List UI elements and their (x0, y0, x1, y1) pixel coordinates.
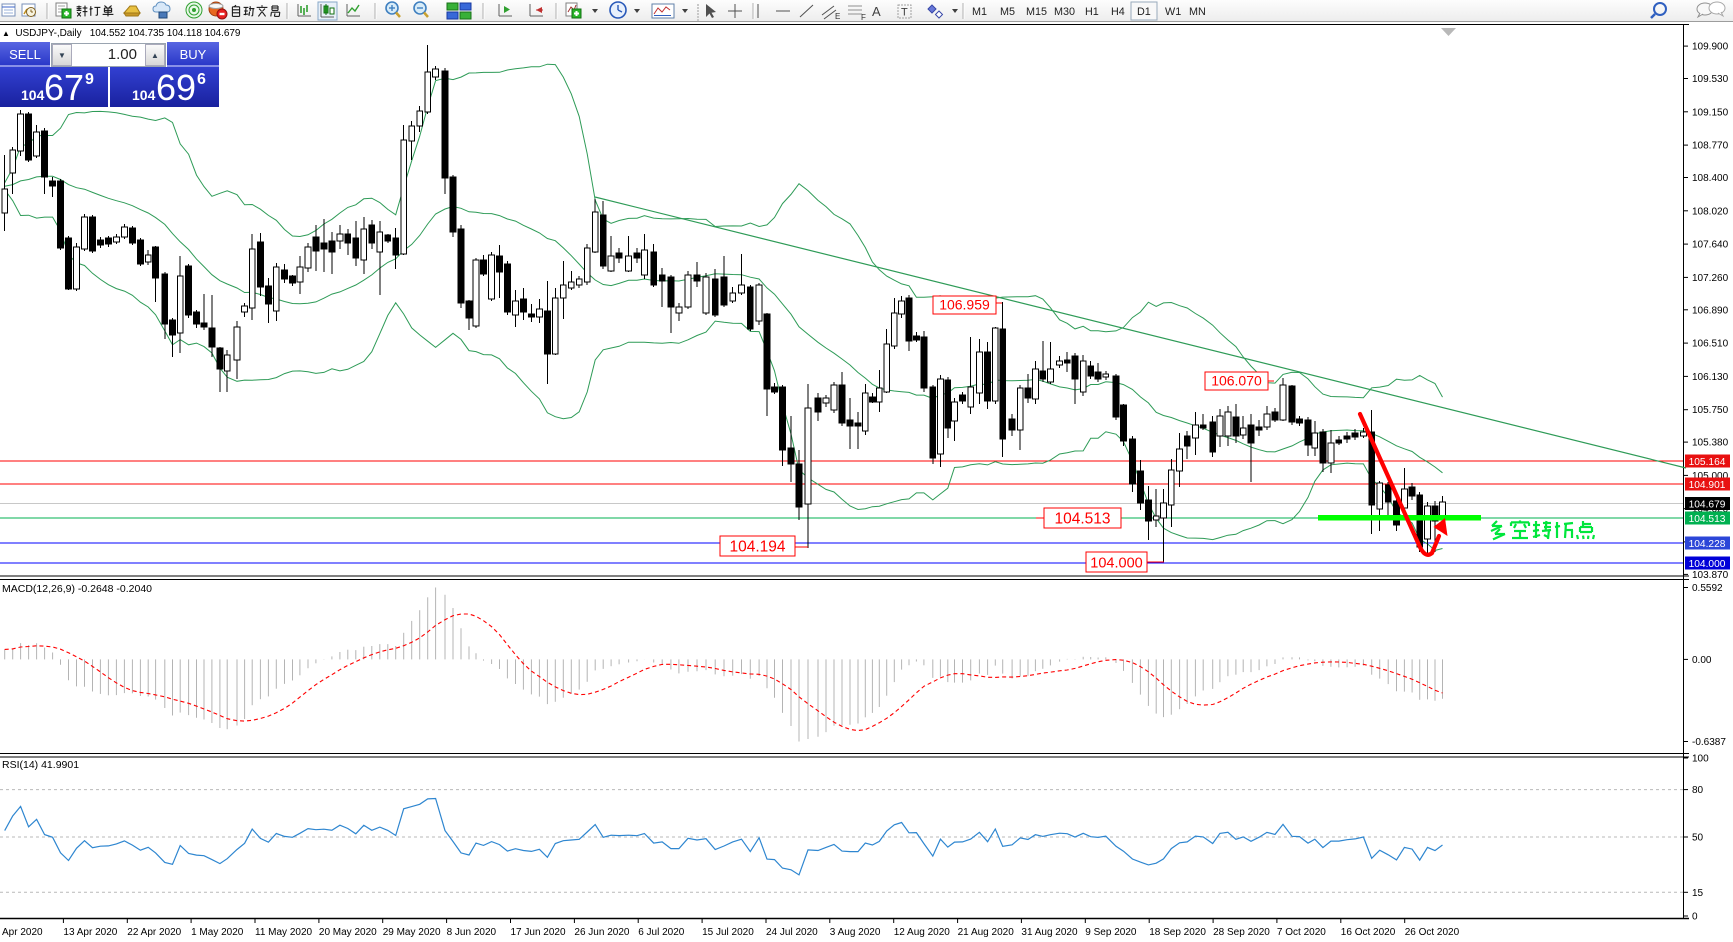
svg-text:1 May 2020: 1 May 2020 (191, 927, 244, 938)
svg-text:28 Sep 2020: 28 Sep 2020 (1213, 927, 1270, 938)
svg-text:109.150: 109.150 (1692, 107, 1729, 118)
svg-text:105.164: 105.164 (1689, 457, 1726, 468)
svg-text:RSI(14) 41.9901: RSI(14) 41.9901 (2, 759, 79, 771)
svg-text:106.959: 106.959 (939, 297, 990, 313)
svg-text:104.000: 104.000 (1090, 556, 1142, 572)
svg-text:106.890: 106.890 (1692, 305, 1729, 316)
svg-text:104.000: 104.000 (1689, 559, 1726, 570)
svg-text:107.260: 107.260 (1692, 273, 1729, 284)
svg-text:108.770: 108.770 (1692, 141, 1729, 152)
svg-text:104.228: 104.228 (1689, 539, 1726, 550)
svg-text:104.679: 104.679 (1689, 499, 1726, 510)
svg-text:104.901: 104.901 (1689, 480, 1726, 491)
svg-text:H4: H4 (1111, 6, 1125, 18)
svg-text:9 Sep 2020: 9 Sep 2020 (1085, 927, 1137, 938)
svg-text:6 Jul 2020: 6 Jul 2020 (638, 927, 685, 938)
svg-text:M1: M1 (972, 6, 987, 18)
svg-text:8 Jun 2020: 8 Jun 2020 (447, 927, 497, 938)
svg-text:106.070: 106.070 (1211, 373, 1262, 389)
svg-text:M30: M30 (1054, 6, 1075, 18)
svg-text:26 Jun 2020: 26 Jun 2020 (574, 927, 629, 938)
svg-text:22 Apr 2020: 22 Apr 2020 (127, 927, 181, 938)
svg-text:100: 100 (1692, 754, 1709, 765)
svg-text:MN: MN (1189, 6, 1206, 18)
svg-text:29 May 2020: 29 May 2020 (383, 927, 441, 938)
svg-text:Apr 2020: Apr 2020 (2, 927, 43, 938)
svg-text:H1: H1 (1085, 6, 1099, 18)
svg-text:31 Aug 2020: 31 Aug 2020 (1021, 927, 1078, 938)
svg-text:24 Jul 2020: 24 Jul 2020 (766, 927, 818, 938)
svg-text:106.510: 106.510 (1692, 339, 1729, 350)
svg-text:104.513: 104.513 (1689, 514, 1726, 525)
svg-text:13 Apr 2020: 13 Apr 2020 (63, 927, 117, 938)
svg-text:7 Oct 2020: 7 Oct 2020 (1277, 927, 1326, 938)
svg-text:MACD(12,26,9) -0.2648 -0.2040: MACD(12,26,9) -0.2648 -0.2040 (2, 583, 152, 595)
svg-text:M15: M15 (1026, 6, 1047, 18)
svg-text:108.400: 108.400 (1692, 173, 1729, 184)
svg-text:T: T (901, 7, 908, 19)
svg-text:A: A (872, 4, 881, 19)
svg-text:-0.6387: -0.6387 (1692, 737, 1726, 748)
svg-text:16 Oct 2020: 16 Oct 2020 (1341, 927, 1396, 938)
svg-text:E: E (835, 12, 840, 21)
svg-text:12 Aug 2020: 12 Aug 2020 (894, 927, 951, 938)
svg-text:109.900: 109.900 (1692, 42, 1729, 53)
svg-text:108.020: 108.020 (1692, 206, 1729, 217)
svg-text:0.00: 0.00 (1692, 655, 1712, 666)
svg-text:80: 80 (1692, 785, 1704, 796)
svg-text:50: 50 (1692, 833, 1704, 844)
svg-text:105.000: 105.000 (1692, 471, 1729, 482)
svg-text:D1: D1 (1137, 6, 1151, 18)
svg-text:M5: M5 (1000, 6, 1015, 18)
svg-text:11 May 2020: 11 May 2020 (255, 927, 313, 938)
svg-text:104.194: 104.194 (729, 539, 785, 556)
svg-text:0: 0 (1692, 912, 1698, 923)
svg-text:W1: W1 (1165, 6, 1181, 18)
svg-text:0.5592: 0.5592 (1692, 583, 1723, 594)
svg-text:15: 15 (1692, 888, 1704, 899)
svg-text:26 Oct 2020: 26 Oct 2020 (1405, 927, 1460, 938)
svg-text:15 Jul 2020: 15 Jul 2020 (702, 927, 754, 938)
svg-text:103.870: 103.870 (1692, 570, 1729, 581)
svg-text:105.750: 105.750 (1692, 405, 1729, 416)
svg-text:104.513: 104.513 (1054, 511, 1110, 528)
svg-text:F: F (861, 13, 866, 22)
svg-text:105.380: 105.380 (1692, 438, 1729, 449)
svg-text:106.130: 106.130 (1692, 372, 1729, 383)
svg-text:107.640: 107.640 (1692, 240, 1729, 251)
svg-text:17 Jun 2020: 17 Jun 2020 (511, 927, 566, 938)
svg-text:3 Aug 2020: 3 Aug 2020 (830, 927, 881, 938)
svg-text:21 Aug 2020: 21 Aug 2020 (958, 927, 1015, 938)
svg-text:18 Sep 2020: 18 Sep 2020 (1149, 927, 1206, 938)
svg-text:109.530: 109.530 (1692, 74, 1729, 85)
svg-text:20 May 2020: 20 May 2020 (319, 927, 377, 938)
